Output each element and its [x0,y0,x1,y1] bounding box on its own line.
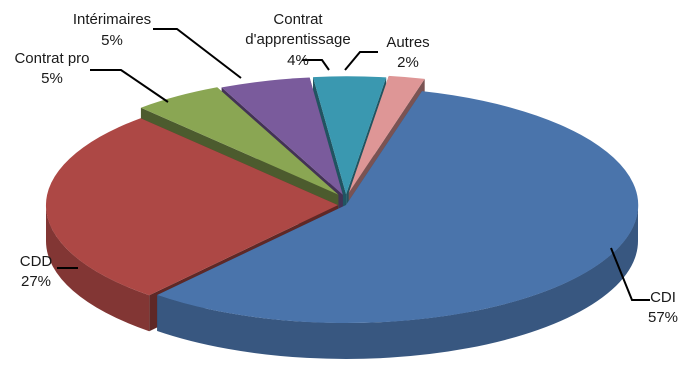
value-autres: 2% [397,54,419,71]
leader-contrat-pro [90,69,169,103]
slice-top-face [45,118,339,296]
value-interimaires: 5% [101,32,123,49]
value-cdi: 57% [648,309,678,326]
label-interimaires: Intérimaires [73,11,151,28]
leader-apprentissage [302,59,330,71]
slice-top-face [140,87,339,195]
slice-top-face [313,76,387,195]
label-apprentissage-line1: Contrat [273,11,323,28]
slice-rim [45,205,150,332]
leader-lines [57,28,650,301]
leader-autres [344,51,378,71]
value-apprentissage: 4% [287,52,309,69]
slice-top-face [348,75,425,193]
label-autres: Autres [386,34,429,51]
leader-interimaires [153,28,242,79]
label-contrat-pro: Contrat pro [14,50,89,67]
value-contrat-pro: 5% [41,70,63,87]
leader-cdi [610,247,650,301]
label-cdd: CDD [20,253,53,270]
pie-slices [45,75,639,359]
label-apprentissage-line2: d'apprentissage [245,31,350,48]
pie-slice-1 [157,91,639,359]
slice-top-face [157,91,639,324]
slice-top-face [221,77,343,195]
value-cdd: 27% [21,273,51,290]
label-cdi: CDI [650,289,676,306]
slice-rim [157,205,638,359]
